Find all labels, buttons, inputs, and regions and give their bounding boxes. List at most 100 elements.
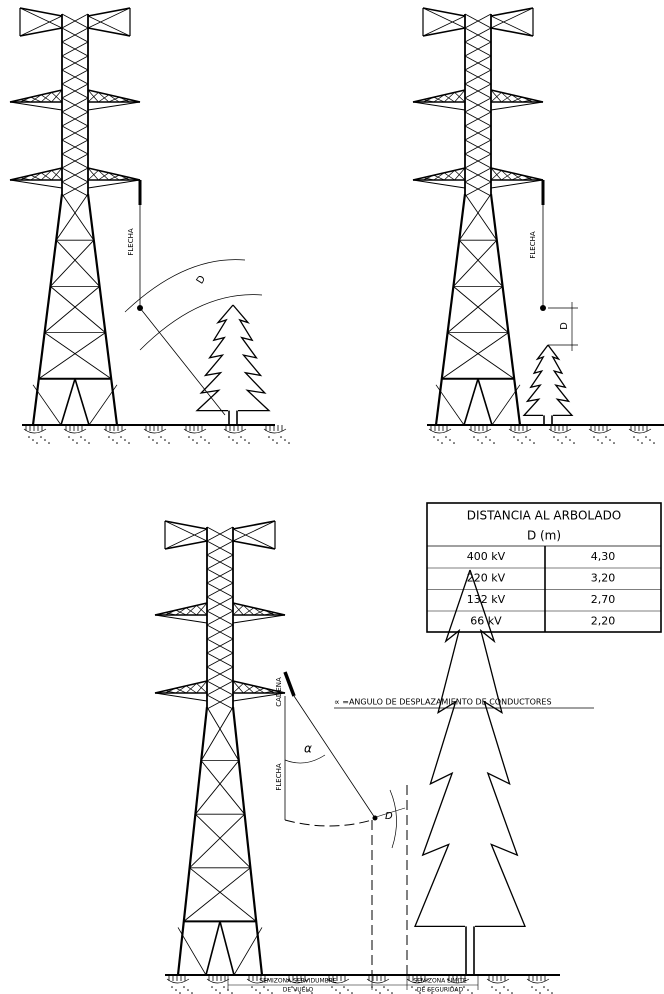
distance-label: D xyxy=(195,274,209,287)
stroke xyxy=(532,99,544,103)
voltage: 132 kV xyxy=(467,593,506,606)
stroke xyxy=(489,193,522,426)
stroke xyxy=(206,694,234,710)
stroke xyxy=(108,172,120,181)
soil-dot xyxy=(251,986,253,988)
stroke xyxy=(206,638,234,654)
stroke xyxy=(532,177,544,181)
table-title: DISTANCIA AL ARBOLADO xyxy=(467,509,622,523)
stroke xyxy=(165,609,176,616)
stroke xyxy=(508,428,532,434)
soil-dot xyxy=(128,442,130,444)
distance-label: D xyxy=(559,322,570,330)
soil-dot xyxy=(511,992,513,994)
stroke xyxy=(206,540,234,556)
stroke xyxy=(206,652,234,668)
soil-dot xyxy=(507,989,509,991)
chain-label: CADENA xyxy=(275,677,283,707)
stroke xyxy=(511,172,523,181)
soil-dot xyxy=(533,442,535,444)
stroke xyxy=(490,15,534,37)
soil-dot xyxy=(40,436,42,438)
stroke xyxy=(61,193,95,241)
stroke xyxy=(61,181,89,197)
stroke xyxy=(185,683,197,694)
soil-dot xyxy=(120,436,122,438)
soil-dot xyxy=(291,986,293,988)
stroke xyxy=(464,167,492,183)
soil-dot xyxy=(259,992,261,994)
stroke xyxy=(183,867,251,922)
stroke xyxy=(453,286,509,333)
soil-dot xyxy=(593,436,595,438)
soil-dot xyxy=(268,436,270,438)
soil-dot xyxy=(539,992,541,994)
stroke xyxy=(200,706,234,761)
soil-dot xyxy=(80,436,82,438)
stroke xyxy=(433,174,445,181)
stroke xyxy=(51,89,63,103)
soil-dot xyxy=(645,436,647,438)
stroke xyxy=(98,172,109,181)
stroke xyxy=(464,111,492,127)
stroke xyxy=(522,174,533,181)
stroke xyxy=(87,179,141,189)
soil-dot xyxy=(343,986,345,988)
stroke xyxy=(443,92,455,103)
soil-dot xyxy=(431,992,433,994)
stroke xyxy=(412,177,424,181)
stroke xyxy=(293,695,376,819)
stroke xyxy=(232,614,286,624)
zone-label: DE VUELO xyxy=(283,987,314,994)
stroke xyxy=(206,666,234,682)
stroke xyxy=(61,139,89,155)
soil-dot xyxy=(280,436,282,438)
soil-dot xyxy=(164,439,166,441)
stroke xyxy=(274,612,286,616)
stroke xyxy=(98,170,110,181)
stroke xyxy=(253,609,265,616)
table-border xyxy=(426,502,662,633)
soil-dot xyxy=(609,439,611,441)
stroke xyxy=(389,789,397,849)
stroke xyxy=(30,94,42,103)
soil-dot xyxy=(276,442,278,444)
soil-dot xyxy=(271,992,273,994)
stroke xyxy=(87,15,131,37)
stroke xyxy=(61,55,89,71)
soil-dot xyxy=(231,992,233,994)
stroke xyxy=(243,605,255,616)
soil-dot xyxy=(187,989,189,991)
stroke xyxy=(522,344,549,417)
soil-dot xyxy=(441,442,443,444)
soil-dot xyxy=(467,989,469,991)
soil-dot xyxy=(481,442,483,444)
stroke xyxy=(63,428,87,434)
stroke xyxy=(490,101,544,111)
stroke xyxy=(232,520,276,542)
stroke xyxy=(223,428,247,434)
soil-dot xyxy=(525,436,527,438)
zone-label: DE SEGURIDAD xyxy=(417,987,464,994)
stroke xyxy=(108,96,120,103)
stroke xyxy=(366,978,390,984)
stroke xyxy=(175,685,187,694)
soil-dot xyxy=(543,986,545,988)
stroke xyxy=(511,96,523,103)
stroke xyxy=(511,94,523,103)
stroke xyxy=(175,607,187,616)
soil-dot xyxy=(477,439,479,441)
stroke xyxy=(40,92,52,103)
soil-dot xyxy=(335,989,337,991)
stroke xyxy=(469,569,526,928)
soil-dot xyxy=(633,436,635,438)
soil-dot xyxy=(303,986,305,988)
stroke xyxy=(232,692,286,702)
stroke xyxy=(205,921,221,976)
stroke xyxy=(454,92,466,103)
soil-dot xyxy=(565,436,567,438)
stroke xyxy=(154,614,208,624)
stroke xyxy=(87,27,131,37)
stroke xyxy=(263,428,287,434)
stroke xyxy=(433,172,445,181)
